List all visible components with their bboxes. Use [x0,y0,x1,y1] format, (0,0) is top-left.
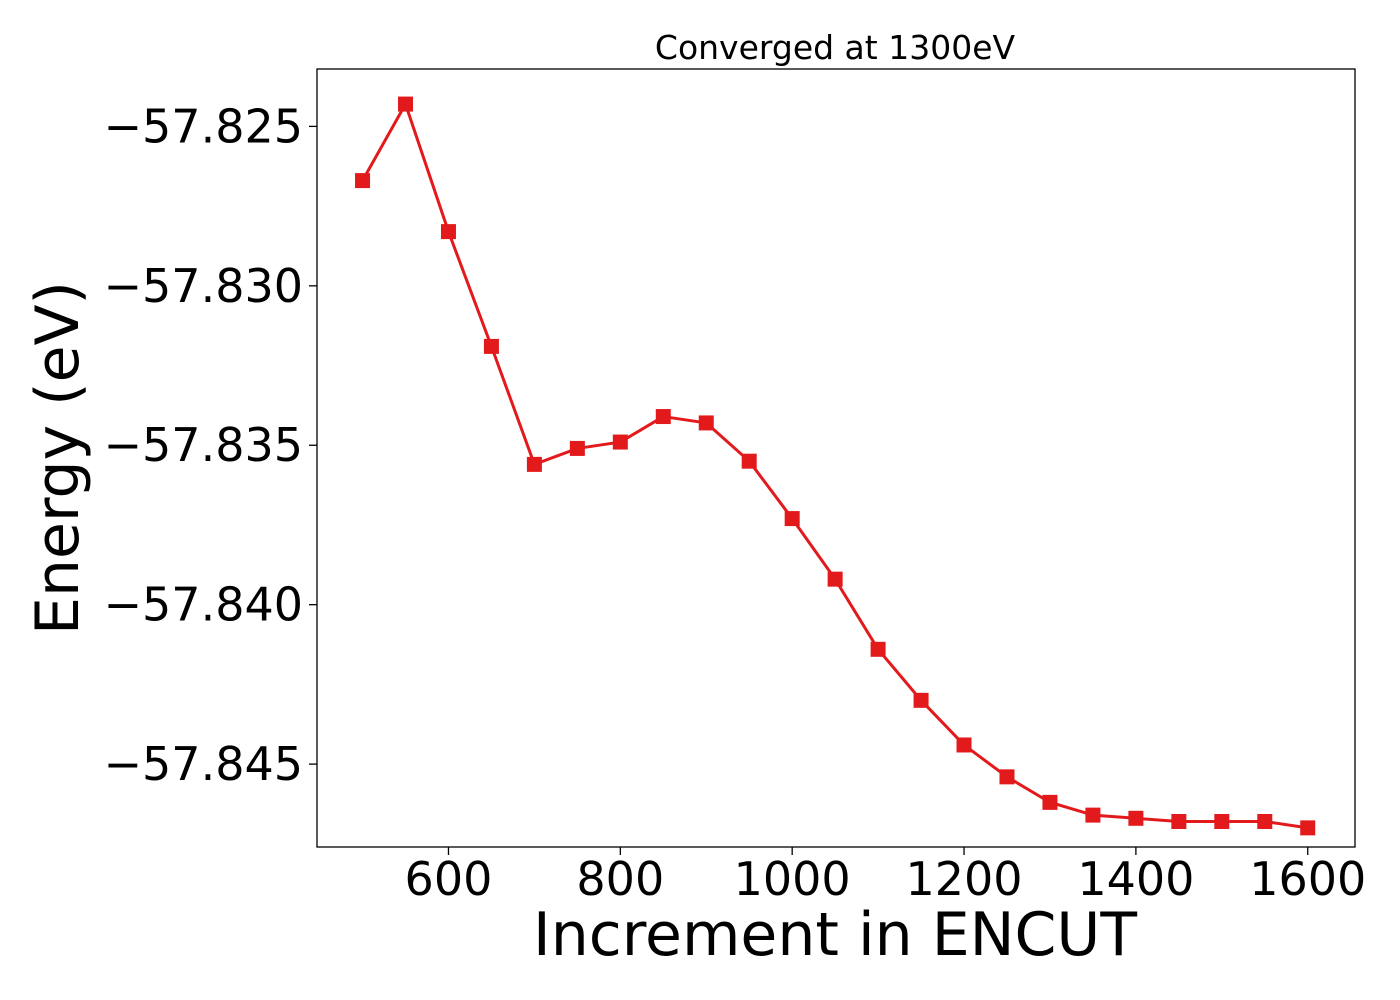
data-point [1257,813,1273,829]
data-point [827,571,843,587]
plot-frame [316,68,1356,848]
series-line-0 [361,102,1308,830]
data-point [355,173,371,189]
data-point [956,737,972,753]
y-tick-label: −57.830 [104,259,304,313]
chart-title: Converged at 1300eV [655,28,1016,67]
y-tick-label: −57.825 [104,99,304,153]
data-point [483,338,499,354]
data-point [1214,813,1230,829]
x-axis: 600 800 1000 1200 1400 1600 [405,847,1366,906]
data-point [526,456,542,472]
x-axis-label: Increment in ENCUT [533,900,1137,970]
data-point [741,453,757,469]
data-point [569,440,585,456]
data-point [870,641,886,657]
data-point [612,434,628,450]
y-tick-label: −57.845 [104,737,304,791]
y-axis: −57.825 −57.830 −57.835 −57.840 −57.845 [104,99,317,791]
x-tick-label: 1000 [734,852,851,906]
data-point [398,96,413,112]
x-tick-label: 1400 [1077,852,1194,906]
data-point [913,692,929,708]
data-point [440,224,456,240]
x-tick-label: 800 [576,852,664,906]
data-point [999,769,1015,785]
data-point [1128,810,1144,826]
data-point [698,415,714,431]
y-tick-label: −57.840 [104,578,304,632]
data-point [784,511,800,527]
y-tick-label: −57.835 [104,418,304,472]
data-point [1085,807,1101,823]
data-point [1042,794,1058,810]
x-tick-label: 1200 [905,852,1022,906]
y-axis-label: Energy (eV) [23,281,93,635]
data-point [1171,813,1187,829]
data-point [655,409,671,425]
plot-area [355,96,1316,836]
x-tick-label: 1600 [1249,852,1366,906]
x-tick-label: 600 [405,852,493,906]
data-point [1300,820,1316,836]
